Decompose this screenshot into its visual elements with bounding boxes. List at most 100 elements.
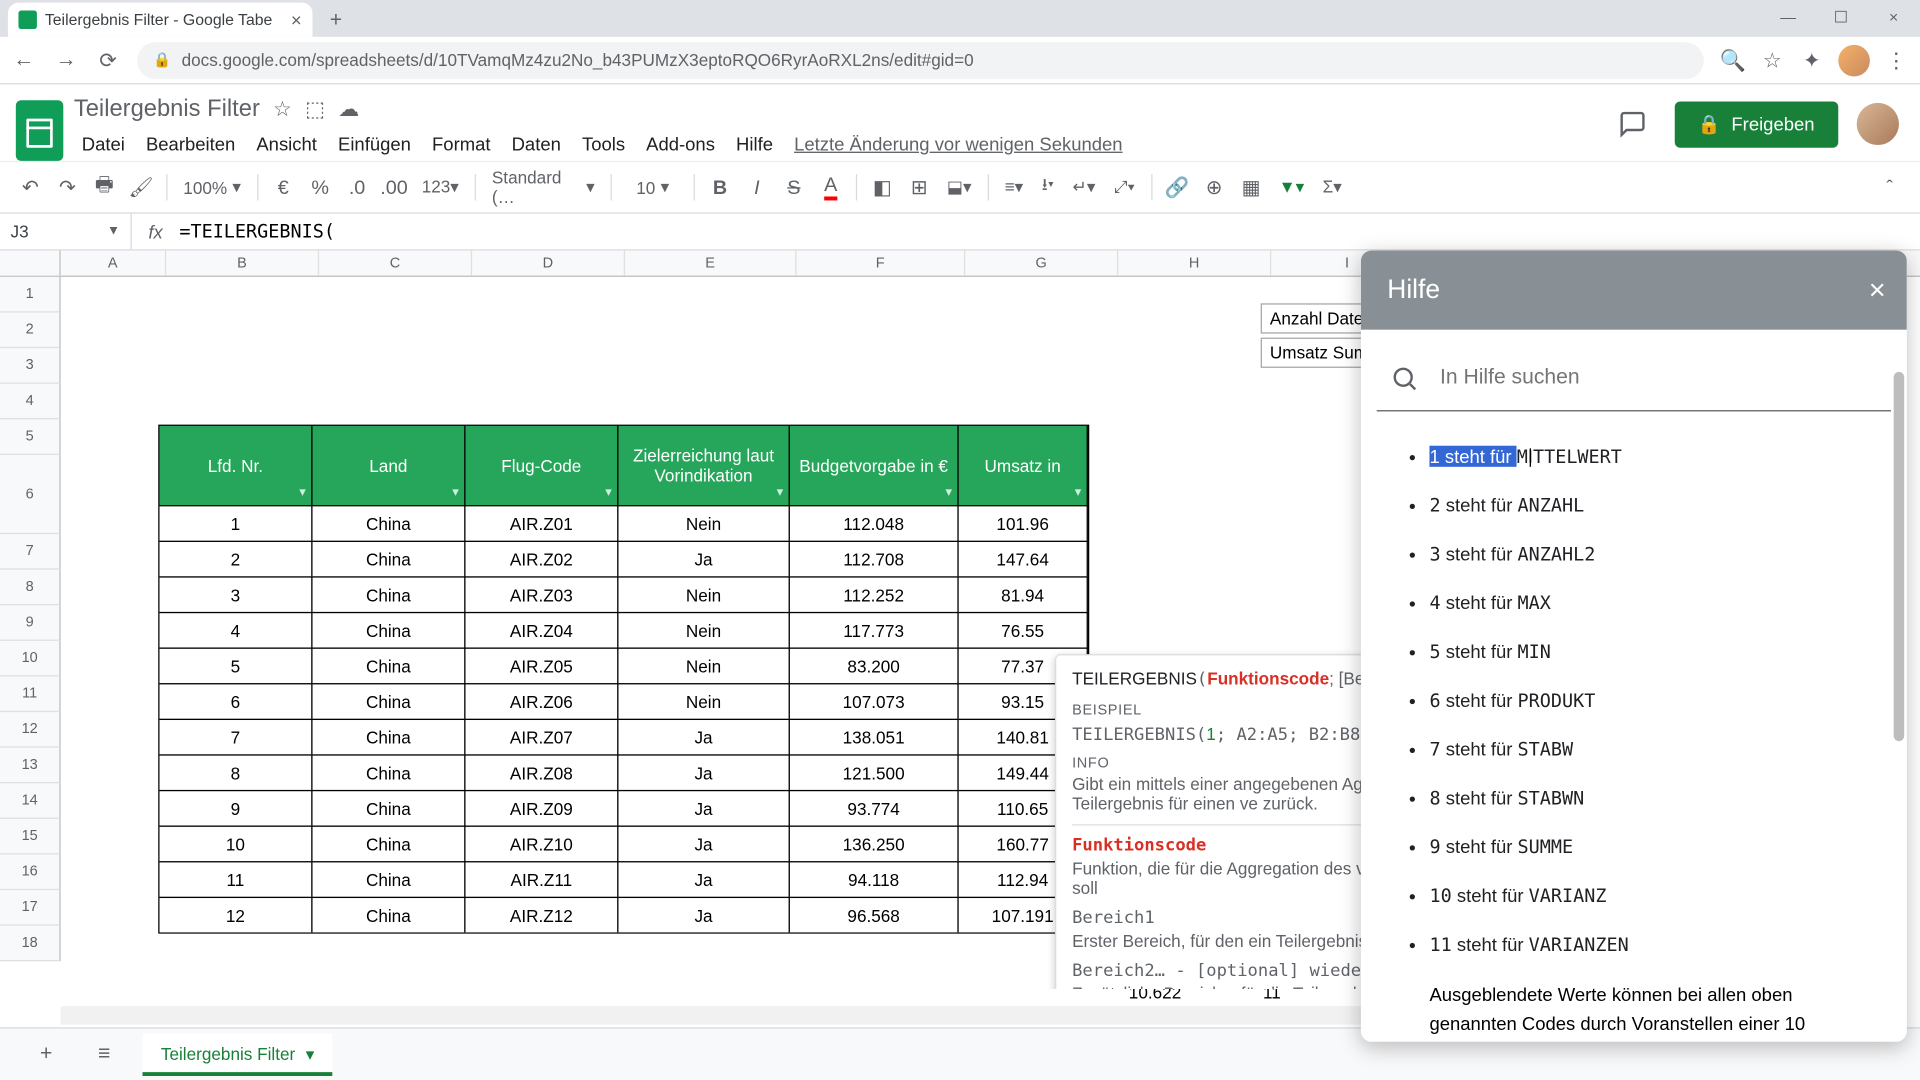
borders-button[interactable]: ⊞ bbox=[902, 169, 936, 206]
table-cell[interactable]: 138.051 bbox=[790, 719, 959, 755]
fill-color-button[interactable]: ◧ bbox=[865, 169, 899, 206]
number-format-select[interactable]: 123▾ bbox=[414, 169, 467, 206]
table-cell[interactable]: China bbox=[313, 897, 466, 933]
valign-button[interactable]: ⭳▾ bbox=[1034, 169, 1062, 206]
row-header[interactable]: 10 bbox=[0, 641, 61, 677]
row-header[interactable]: 12 bbox=[0, 712, 61, 748]
row-header[interactable]: 7 bbox=[0, 534, 61, 570]
table-cell[interactable]: 12 bbox=[160, 897, 313, 933]
table-cell[interactable]: China bbox=[313, 647, 466, 683]
table-cell[interactable]: AIR.Z09 bbox=[466, 790, 619, 826]
forward-button[interactable]: → bbox=[53, 47, 79, 73]
wrap-button[interactable]: ↵▾ bbox=[1065, 169, 1104, 206]
reload-button[interactable]: ⟳ bbox=[95, 47, 121, 73]
row-header[interactable]: 15 bbox=[0, 819, 61, 855]
row-header[interactable]: 6 bbox=[0, 455, 61, 534]
close-help-button[interactable]: × bbox=[1869, 273, 1886, 307]
table-cell[interactable]: Ja bbox=[618, 541, 789, 577]
zoom-icon[interactable]: 🔍 bbox=[1720, 47, 1746, 73]
menu-addons[interactable]: Add-ons bbox=[638, 128, 723, 160]
table-cell[interactable]: China bbox=[313, 826, 466, 862]
back-button[interactable]: ← bbox=[11, 47, 37, 73]
undo-button[interactable]: ↶ bbox=[13, 169, 47, 206]
table-cell[interactable]: China bbox=[313, 541, 466, 577]
document-title[interactable]: Teilergebnis Filter bbox=[74, 95, 260, 123]
column-header[interactable]: F bbox=[796, 251, 965, 276]
browser-tab[interactable]: Teilergebnis Filter - Google Tabe × bbox=[8, 3, 312, 37]
menu-view[interactable]: Ansicht bbox=[248, 128, 324, 160]
row-header[interactable]: 18 bbox=[0, 926, 61, 962]
table-cell[interactable]: 1 bbox=[160, 505, 313, 541]
redo-button[interactable]: ↷ bbox=[50, 169, 84, 206]
table-cell[interactable]: Nein bbox=[618, 576, 789, 612]
percent-button[interactable]: % bbox=[303, 169, 337, 206]
last-edit-link[interactable]: Letzte Änderung vor wenigen Sekunden bbox=[786, 128, 1130, 160]
cloud-status-icon[interactable]: ☁ bbox=[338, 96, 359, 122]
column-header[interactable]: C bbox=[319, 251, 472, 276]
table-cell[interactable]: AIR.Z07 bbox=[466, 719, 619, 755]
menu-help[interactable]: Hilfe bbox=[728, 128, 781, 160]
table-cell[interactable]: China bbox=[313, 861, 466, 897]
table-header[interactable]: Land▾ bbox=[313, 426, 466, 505]
comments-button[interactable] bbox=[1608, 100, 1655, 147]
functions-button[interactable]: Σ▾ bbox=[1315, 169, 1350, 206]
halign-button[interactable]: ≡▾ bbox=[997, 169, 1031, 206]
row-header[interactable]: 2 bbox=[0, 313, 61, 349]
increase-decimal-button[interactable]: .00 bbox=[377, 169, 411, 206]
help-search-input[interactable] bbox=[1440, 366, 1878, 390]
table-cell[interactable]: AIR.Z10 bbox=[466, 826, 619, 862]
table-cell[interactable]: 11 bbox=[160, 861, 313, 897]
table-cell[interactable]: Ja bbox=[618, 719, 789, 755]
maximize-button[interactable]: ☐ bbox=[1815, 0, 1868, 34]
help-scrollbar[interactable] bbox=[1894, 345, 1905, 1039]
table-header[interactable]: Budgetvorgabe in €▾ bbox=[790, 426, 959, 505]
table-cell[interactable]: 2 bbox=[160, 541, 313, 577]
font-size-select[interactable]: 10 ▾ bbox=[620, 169, 686, 206]
table-header[interactable]: Flug-Code▾ bbox=[466, 426, 619, 505]
table-cell[interactable]: AIR.Z05 bbox=[466, 647, 619, 683]
formula-input[interactable]: =TEILERGEBNIS( bbox=[179, 221, 1920, 242]
strike-button[interactable]: S bbox=[777, 169, 811, 206]
column-header[interactable]: B bbox=[166, 251, 319, 276]
row-header[interactable]: 5 bbox=[0, 419, 61, 455]
filter-button[interactable]: ▼▾ bbox=[1271, 169, 1312, 206]
table-cell[interactable]: Nein bbox=[618, 683, 789, 719]
table-cell[interactable]: China bbox=[313, 505, 466, 541]
italic-button[interactable]: I bbox=[740, 169, 774, 206]
table-cell[interactable]: 112.048 bbox=[790, 505, 959, 541]
table-cell[interactable]: 3 bbox=[160, 576, 313, 612]
address-bar[interactable]: 🔒 docs.google.com/spreadsheets/d/10TVamq… bbox=[137, 42, 1704, 79]
bold-button[interactable]: B bbox=[703, 169, 737, 206]
table-cell[interactable]: 7 bbox=[160, 719, 313, 755]
table-cell[interactable]: Ja bbox=[618, 754, 789, 790]
name-box[interactable]: J3 ▼ bbox=[0, 214, 132, 250]
row-header[interactable]: 14 bbox=[0, 783, 61, 819]
menu-edit[interactable]: Bearbeiten bbox=[138, 128, 243, 160]
table-cell[interactable]: China bbox=[313, 612, 466, 648]
table-cell[interactable]: 93.774 bbox=[790, 790, 959, 826]
table-cell[interactable]: Ja bbox=[618, 897, 789, 933]
add-sheet-button[interactable]: + bbox=[26, 1035, 66, 1075]
table-cell[interactable]: AIR.Z01 bbox=[466, 505, 619, 541]
table-cell[interactable]: 10 bbox=[160, 826, 313, 862]
row-header[interactable]: 11 bbox=[0, 676, 61, 712]
zoom-select[interactable]: 100% ▾ bbox=[175, 169, 249, 206]
merge-button[interactable]: ⬓▾ bbox=[939, 169, 980, 206]
column-header[interactable]: D bbox=[472, 251, 625, 276]
font-select[interactable]: Standard (… ▾ bbox=[484, 169, 603, 206]
print-button[interactable]: 🖶 bbox=[87, 169, 121, 206]
table-cell[interactable]: China bbox=[313, 576, 466, 612]
table-header[interactable]: Zielerreichung laut Vorindikation▾ bbox=[618, 426, 789, 505]
row-header[interactable]: 3 bbox=[0, 348, 61, 384]
table-cell[interactable]: 136.250 bbox=[790, 826, 959, 862]
table-cell[interactable]: AIR.Z06 bbox=[466, 683, 619, 719]
table-cell[interactable]: 112.708 bbox=[790, 541, 959, 577]
table-cell[interactable]: 147.64 bbox=[959, 541, 1088, 577]
menu-file[interactable]: Datei bbox=[74, 128, 133, 160]
row-header[interactable]: 17 bbox=[0, 890, 61, 926]
close-tab-icon[interactable]: × bbox=[291, 9, 302, 30]
table-header[interactable]: Umsatz in▾ bbox=[959, 426, 1088, 505]
table-cell[interactable]: Nein bbox=[618, 647, 789, 683]
paint-format-button[interactable]: 🖌 bbox=[124, 169, 158, 206]
account-avatar[interactable] bbox=[1857, 103, 1899, 145]
